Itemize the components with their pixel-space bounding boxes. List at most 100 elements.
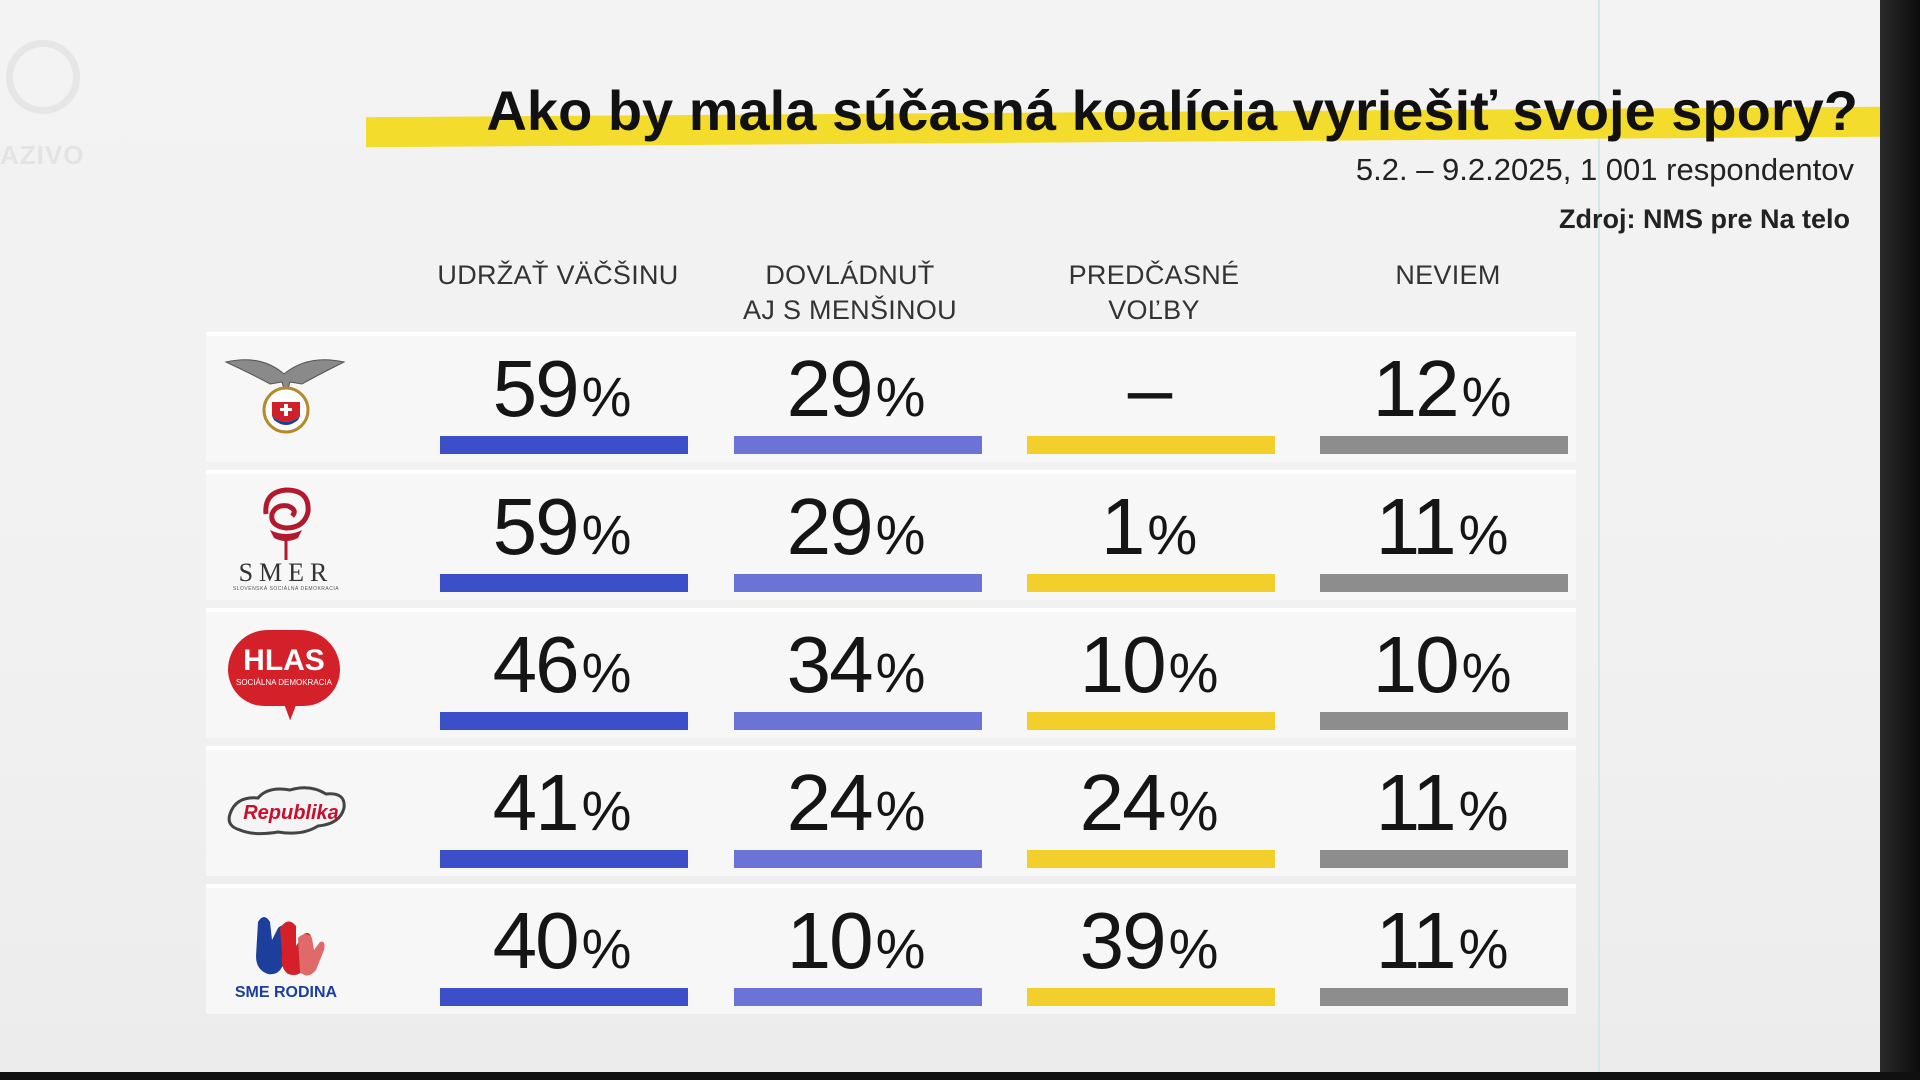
column-bar-udrzat bbox=[440, 988, 688, 1006]
missing-value: – bbox=[1127, 344, 1172, 433]
column-header-dovladnut: DOVLÁDNUŤ AJ S MENŠINOU bbox=[743, 260, 957, 325]
value-number: 11 bbox=[1375, 896, 1457, 985]
value-label: 24% bbox=[1019, 758, 1279, 856]
value-label: 41% bbox=[432, 758, 692, 856]
channel-logo-text: AZIVO bbox=[0, 140, 85, 170]
percent-sign: % bbox=[875, 641, 926, 704]
value-cell-udrzat: 40% bbox=[432, 888, 692, 1014]
party-row: 59% 29% –12% bbox=[206, 332, 1576, 462]
value-number: 29 bbox=[786, 482, 874, 571]
value-cell-neviem: 11% bbox=[1312, 750, 1572, 876]
value-label: 24% bbox=[726, 758, 986, 856]
percent-sign: % bbox=[1168, 917, 1219, 980]
republika-logo-text: Republika bbox=[243, 802, 339, 824]
sns-eagle-logo bbox=[206, 336, 366, 462]
value-label: 34% bbox=[726, 620, 986, 718]
value-number: 11 bbox=[1375, 758, 1457, 847]
value-label: 10% bbox=[1019, 620, 1279, 718]
percent-sign: % bbox=[875, 365, 926, 428]
percent-sign: % bbox=[1168, 641, 1219, 704]
value-number: 41 bbox=[492, 758, 580, 847]
column-bar-predcasne bbox=[1027, 988, 1275, 1006]
value-cell-neviem: 11% bbox=[1312, 474, 1572, 600]
value-cell-udrzat: 41% bbox=[432, 750, 692, 876]
screen-guide-line bbox=[1598, 0, 1600, 1072]
value-label: 10% bbox=[1312, 620, 1572, 718]
percent-sign: % bbox=[1458, 917, 1509, 980]
value-cell-neviem: 10% bbox=[1312, 612, 1572, 738]
value-cell-neviem: 12% bbox=[1312, 336, 1572, 462]
value-number: 59 bbox=[492, 344, 580, 433]
value-label: 12% bbox=[1312, 344, 1572, 442]
value-cell-udrzat: 59% bbox=[432, 474, 692, 600]
column-bar-neviem bbox=[1320, 574, 1568, 592]
party-row: Republika 41% 24% 24% 11% bbox=[206, 746, 1576, 876]
percent-sign: % bbox=[1458, 779, 1509, 842]
value-label: 11% bbox=[1312, 482, 1572, 580]
value-cell-predcasne: 39% bbox=[1019, 888, 1279, 1014]
value-number: 46 bbox=[492, 620, 580, 709]
hlas-logo-text: HLAS bbox=[243, 644, 325, 677]
value-label: 10% bbox=[726, 896, 986, 994]
value-number: 10 bbox=[1372, 620, 1460, 709]
value-cell-predcasne: 24% bbox=[1019, 750, 1279, 876]
value-number: 1 bbox=[1100, 482, 1145, 571]
value-label: 29% bbox=[726, 344, 986, 442]
value-label: 40% bbox=[432, 896, 692, 994]
value-label: 59% bbox=[432, 482, 692, 580]
column-header-neviem: NEVIEM bbox=[1395, 260, 1501, 290]
value-label: 59% bbox=[432, 344, 692, 442]
channel-logo: AZIVO bbox=[0, 40, 120, 170]
percent-sign: % bbox=[581, 917, 632, 980]
percent-sign: % bbox=[1458, 503, 1509, 566]
value-label: 39% bbox=[1019, 896, 1279, 994]
percent-sign: % bbox=[875, 503, 926, 566]
chart-title: Ako by mala súčasná koalícia vyriešiť sv… bbox=[486, 79, 1858, 142]
column-bar-predcasne bbox=[1027, 574, 1275, 592]
value-number: 40 bbox=[492, 896, 580, 985]
value-number: 24 bbox=[1079, 758, 1167, 847]
party-row: SMER SLOVENSKÁ SOCIÁLNA DEMOKRACIA 59% 29% 1… bbox=[206, 470, 1576, 600]
percent-sign: % bbox=[581, 503, 632, 566]
column-bar-predcasne bbox=[1027, 436, 1275, 454]
smer-rose-logo: SMER SLOVENSKÁ SOCIÁLNA DEMOKRACIA bbox=[206, 474, 366, 600]
percent-sign: % bbox=[1168, 779, 1219, 842]
value-cell-predcasne: 10% bbox=[1019, 612, 1279, 738]
percent-sign: % bbox=[1147, 503, 1198, 566]
column-bar-dovladnut bbox=[734, 712, 982, 730]
value-cell-dovladnut: 24% bbox=[726, 750, 986, 876]
value-label: 1% bbox=[1019, 482, 1279, 580]
hlas-logo-tail bbox=[276, 692, 300, 722]
hlas-logo-subtext: SOCIÁLNA DEMOKRACIA bbox=[235, 678, 333, 687]
value-cell-predcasne: 1% bbox=[1019, 474, 1279, 600]
value-label: – bbox=[1019, 344, 1279, 434]
value-cell-neviem: 11% bbox=[1312, 888, 1572, 1014]
chart-subtitle: 5.2. – 9.2.2025, 1 001 respondentov bbox=[1355, 152, 1854, 187]
title-block: Ako by mala súčasná koalícia vyriešiť sv… bbox=[366, 72, 1880, 152]
value-number: 10 bbox=[786, 896, 874, 985]
value-number: 10 bbox=[1079, 620, 1167, 709]
column-bar-dovladnut bbox=[734, 850, 982, 868]
value-label: 11% bbox=[1312, 896, 1572, 994]
column-bar-neviem bbox=[1320, 712, 1568, 730]
column-bar-predcasne bbox=[1027, 850, 1275, 868]
sme-rodina-logo-text: SME RODINA bbox=[234, 984, 338, 1001]
value-label: 11% bbox=[1312, 758, 1572, 856]
value-number: 29 bbox=[786, 344, 874, 433]
party-row: HLAS SOCIÁLNA DEMOKRACIA 46% 34% 10% 10% bbox=[206, 608, 1576, 738]
column-bar-neviem bbox=[1320, 436, 1568, 454]
column-bar-neviem bbox=[1320, 988, 1568, 1006]
hlas-bubble-logo: HLAS SOCIÁLNA DEMOKRACIA bbox=[206, 612, 366, 738]
value-label: 29% bbox=[726, 482, 986, 580]
value-number: 12 bbox=[1372, 344, 1460, 433]
value-number: 59 bbox=[492, 482, 580, 571]
column-bar-predcasne bbox=[1027, 712, 1275, 730]
value-cell-udrzat: 46% bbox=[432, 612, 692, 738]
percent-sign: % bbox=[581, 779, 632, 842]
percent-sign: % bbox=[875, 779, 926, 842]
percent-sign: % bbox=[1461, 641, 1512, 704]
republika-map-logo: Republika bbox=[206, 750, 366, 876]
monitor-bezel-right bbox=[1880, 0, 1920, 1080]
hlas-logo-bubble bbox=[228, 630, 340, 706]
chart-source: Zdroj: NMS pre Na telo bbox=[1558, 204, 1850, 234]
